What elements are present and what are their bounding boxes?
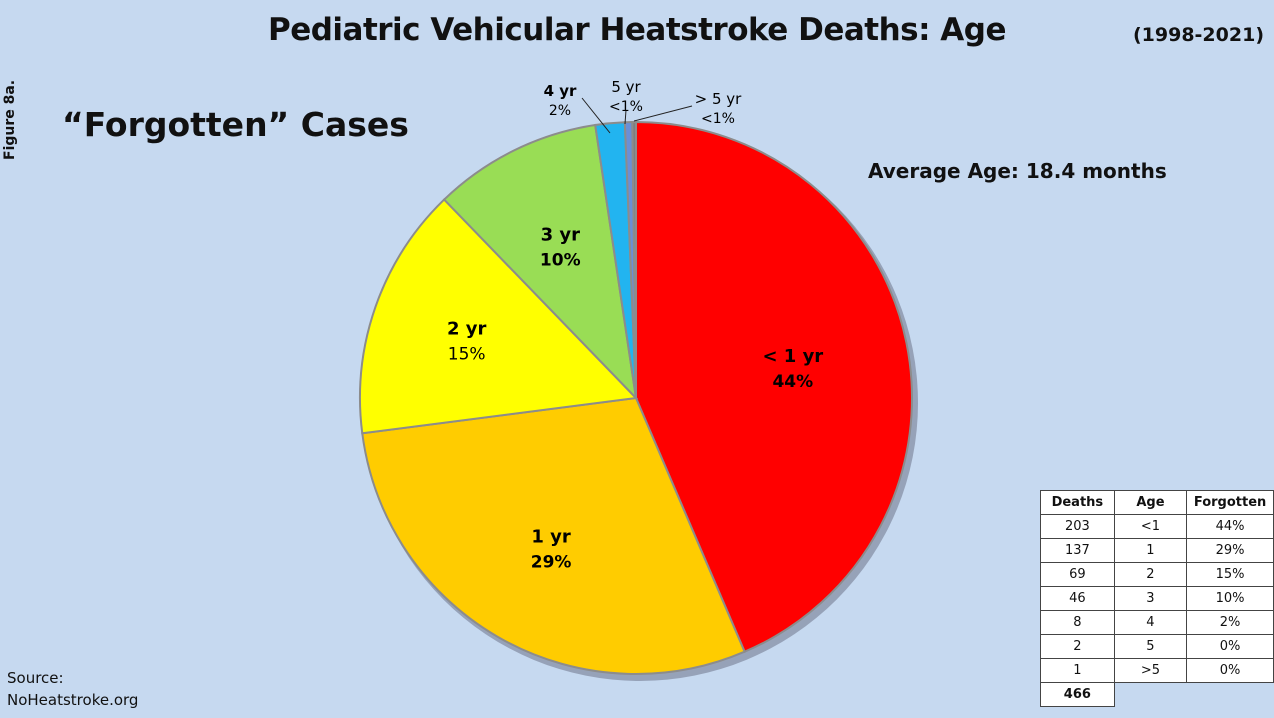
slice-pct-gt5: <1%: [701, 111, 735, 127]
slice-label-gt5: > 5 yr: [695, 90, 743, 108]
table-row: 69 2 15%: [1040, 562, 1274, 587]
cell-forgotten: 15%: [1186, 562, 1274, 587]
cell-age: 3: [1113, 586, 1188, 611]
slice-pct-5: <1%: [609, 99, 643, 115]
cell-deaths: 137: [1040, 538, 1115, 563]
table-row: 46 3 10%: [1040, 586, 1274, 611]
cell-deaths: 1: [1040, 658, 1115, 683]
source-label: Source:: [7, 669, 64, 687]
table-row: 8 4 2%: [1040, 610, 1274, 635]
cell-deaths: 203: [1040, 514, 1115, 539]
header-age: Age: [1113, 490, 1188, 515]
slice-pct-1: 29%: [531, 553, 572, 573]
blank-cell: [1186, 682, 1274, 707]
year-range: (1998-2021): [1132, 24, 1264, 46]
cell-deaths: 46: [1040, 586, 1115, 611]
total-deaths: 466: [1040, 682, 1115, 707]
cell-forgotten: 2%: [1186, 610, 1274, 635]
slice-pct-3: 10%: [540, 251, 581, 271]
pie-slice-lt1: [635, 120, 913, 654]
cell-age: 2: [1113, 562, 1188, 587]
leader-line-gt5: [633, 105, 693, 122]
cell-forgotten: 29%: [1186, 538, 1274, 563]
blank-cell: [1114, 682, 1187, 707]
source-site: NoHeatstroke.org: [7, 691, 139, 709]
cell-age: 5: [1113, 634, 1188, 659]
header-deaths: Deaths: [1040, 490, 1115, 515]
average-age-note: Average Age: 18.4 months: [868, 159, 1167, 183]
pie-slice-3: [442, 123, 638, 401]
pie-slice-2: [359, 198, 639, 435]
table-total-row: 466: [1040, 682, 1274, 707]
cell-age: 4: [1113, 610, 1188, 635]
leader-line-4: [581, 97, 611, 134]
pie-slice-1: [361, 396, 746, 675]
slice-label-5: 5 yr: [611, 78, 641, 96]
cell-forgotten: 0%: [1186, 634, 1274, 659]
pie-slice-gt5: [631, 120, 637, 399]
table-row: 1 >5 0%: [1040, 658, 1274, 683]
slice-pct-lt1: 44%: [772, 372, 813, 392]
chart-title: Pediatric Vehicular Heatstroke Deaths: A…: [267, 12, 1007, 48]
table-row: 203 <1 44%: [1040, 514, 1274, 539]
table-row: 137 1 29%: [1040, 538, 1274, 563]
slice-pct-2: 15%: [448, 345, 486, 365]
data-table: Deaths Age Forgotten 203 <1 44% 137 1 29…: [1040, 490, 1274, 707]
slice-label-4: 4 yr: [544, 82, 577, 100]
slice-label-1: 1 yr: [531, 527, 571, 548]
cell-forgotten: 10%: [1186, 586, 1274, 611]
cell-age: >5: [1113, 658, 1188, 683]
cell-deaths: 69: [1040, 562, 1115, 587]
cell-forgotten: 44%: [1186, 514, 1274, 539]
header-forgotten: Forgotten: [1186, 490, 1274, 515]
slice-label-lt1: < 1 yr: [762, 346, 823, 367]
leader-line-5: [624, 109, 627, 125]
slice-label-2: 2 yr: [447, 319, 487, 340]
table-row: 2 5 0%: [1040, 634, 1274, 659]
slice-label-3: 3 yr: [541, 225, 581, 246]
cell-forgotten: 0%: [1186, 658, 1274, 683]
table-header-row: Deaths Age Forgotten: [1040, 490, 1274, 515]
cell-deaths: 2: [1040, 634, 1115, 659]
source-note: Source: NoHeatstroke.org: [7, 667, 138, 711]
slice-pct-4: 2%: [549, 103, 571, 119]
cell-age: 1: [1113, 538, 1188, 563]
chart-subtitle: “Forgotten” Cases: [62, 105, 409, 144]
cell-age: <1: [1113, 514, 1188, 539]
cell-deaths: 8: [1040, 610, 1115, 635]
